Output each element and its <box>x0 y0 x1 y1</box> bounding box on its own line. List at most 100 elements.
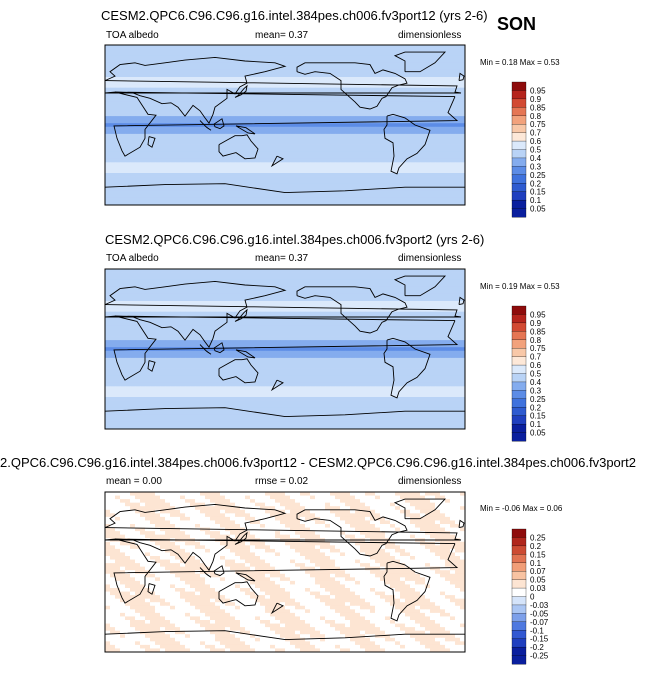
map-cell <box>305 105 311 110</box>
map-cell <box>265 59 271 64</box>
map-cell <box>120 194 126 199</box>
map-cell <box>210 158 216 163</box>
map-cell <box>130 62 136 67</box>
map-cell <box>110 329 116 334</box>
map-cell <box>215 173 221 177</box>
map-cell <box>160 144 166 149</box>
map-cell <box>265 336 271 341</box>
map-cell <box>360 165 366 170</box>
map-cell <box>355 201 361 206</box>
map-cell <box>240 162 246 167</box>
map-cell <box>330 176 336 181</box>
map-cell <box>415 187 421 192</box>
map-cell <box>175 162 181 167</box>
map-cell <box>135 279 141 284</box>
map-cell <box>285 59 291 64</box>
map-cell <box>125 116 131 121</box>
map-cell <box>415 73 421 78</box>
map-cell <box>390 293 396 298</box>
map-cell <box>385 187 391 192</box>
map-cell <box>225 109 231 113</box>
map-cell <box>275 55 281 60</box>
map-cell <box>130 112 136 117</box>
map-cell <box>230 105 236 110</box>
map-cell <box>315 101 321 106</box>
map-cell <box>450 119 456 124</box>
map-cell <box>460 91 466 96</box>
map-cell <box>420 55 426 60</box>
map-cell <box>190 301 196 305</box>
map-cell <box>230 279 236 284</box>
map-cell <box>460 45 466 49</box>
map-cell <box>130 197 136 202</box>
map-cell <box>455 347 461 352</box>
map-cell <box>155 290 161 295</box>
map-cell <box>455 311 461 316</box>
map-cell <box>460 333 466 337</box>
map-cell <box>110 109 116 113</box>
map-cell <box>315 308 321 313</box>
map-cell <box>230 173 236 177</box>
map-cell <box>335 73 341 78</box>
map-cell <box>180 80 186 85</box>
map-cell <box>165 325 171 330</box>
map-cell <box>175 165 181 170</box>
map-cell <box>405 187 411 192</box>
map-cell <box>445 141 451 145</box>
map-cell <box>435 126 441 131</box>
map-cell <box>355 133 361 138</box>
map-cell <box>135 173 141 177</box>
map-cell <box>210 286 216 291</box>
map-cell <box>330 318 336 323</box>
map-cell <box>385 77 391 81</box>
map-cell <box>405 109 411 113</box>
map-cell <box>130 52 136 57</box>
map-cell <box>460 59 466 64</box>
map-cell <box>180 180 186 185</box>
map-cell <box>255 69 261 74</box>
map-cell <box>315 59 321 64</box>
map-cell <box>140 144 146 149</box>
map-cell <box>380 173 386 177</box>
map-cell <box>385 194 391 199</box>
map-cell <box>415 105 421 110</box>
map-cell <box>140 84 146 89</box>
colorbar-label: 0.1 <box>530 196 542 205</box>
map-cell <box>160 59 166 64</box>
map-cell <box>270 119 276 124</box>
map-cell <box>195 336 201 341</box>
map-cell <box>415 141 421 145</box>
map-cell <box>440 101 446 106</box>
map-cell <box>205 69 211 74</box>
map-cell <box>155 73 161 78</box>
map-cell <box>340 187 346 192</box>
map-cell <box>395 297 401 302</box>
map-cell <box>340 197 346 202</box>
map-cell <box>125 183 131 188</box>
map-cell <box>115 98 121 103</box>
map-cell <box>360 183 366 188</box>
map-cell <box>165 52 171 57</box>
map-cell <box>110 201 116 206</box>
map-cell <box>250 286 256 291</box>
map-cell <box>335 336 341 341</box>
map-cell <box>250 87 256 92</box>
map-cell <box>220 126 226 131</box>
map-cell <box>290 169 296 174</box>
map-cell <box>210 173 216 177</box>
map-cell <box>110 137 116 142</box>
map-cell <box>325 329 331 334</box>
map-cell <box>325 84 331 89</box>
map-cell <box>245 194 251 199</box>
map-cell <box>355 297 361 302</box>
map-cell <box>120 190 126 195</box>
map-cell <box>320 329 326 334</box>
map-cell <box>440 155 446 160</box>
map-cell <box>385 301 391 305</box>
map-cell <box>155 109 161 113</box>
map-cell <box>325 109 331 113</box>
map-cell <box>155 98 161 103</box>
map-cell <box>445 301 451 305</box>
map-cell <box>420 311 426 316</box>
map-cell <box>165 293 171 298</box>
